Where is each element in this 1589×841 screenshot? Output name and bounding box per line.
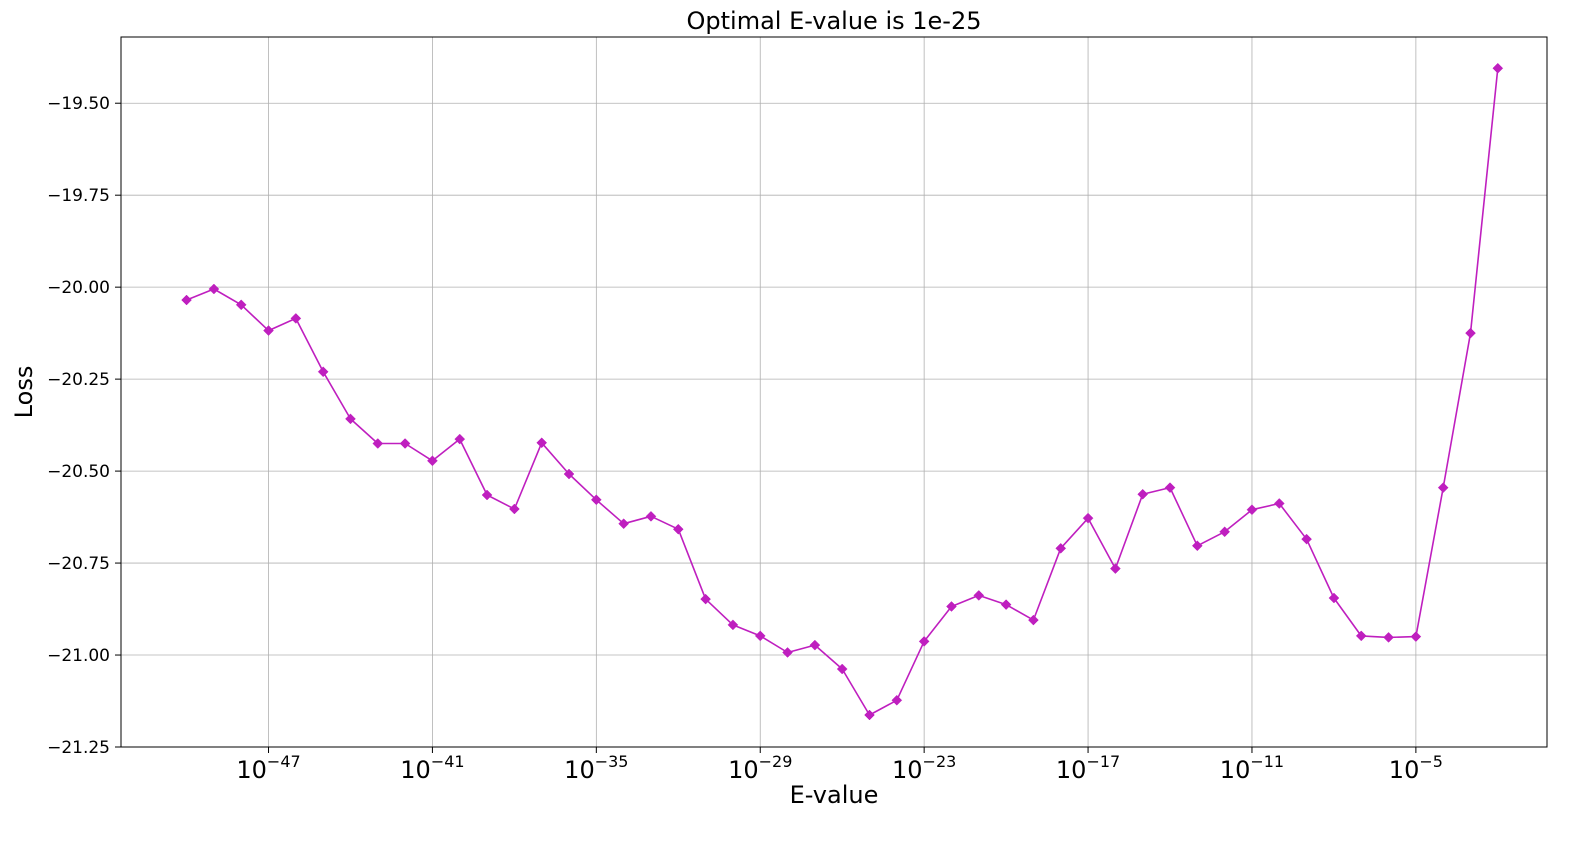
chart-title: Optimal E-value is 1e-25 xyxy=(687,7,982,35)
x-tick-label-base: 10 xyxy=(1056,756,1087,784)
data-point xyxy=(618,518,630,530)
data-point xyxy=(345,413,356,425)
x-tick-label-exponent: −41 xyxy=(431,752,465,771)
data-point xyxy=(645,510,657,522)
x-tick-label-exponent: −5 xyxy=(1419,752,1443,771)
data-point xyxy=(1164,482,1176,494)
x-tick-label-exponent: −23 xyxy=(923,752,957,771)
data-point xyxy=(754,630,766,642)
data-point xyxy=(836,663,848,675)
data-point xyxy=(181,294,192,306)
x-tick-label: 10−11 xyxy=(1220,752,1284,784)
data-point xyxy=(372,438,384,449)
data-point xyxy=(782,647,793,658)
y-tick-label: −20.00 xyxy=(47,278,110,298)
data-point xyxy=(973,590,985,601)
data-point xyxy=(1437,482,1449,494)
y-tick-label: −20.75 xyxy=(47,554,110,574)
grid-layer xyxy=(121,37,1547,748)
data-point xyxy=(1273,498,1285,509)
y-axis-label: Loss xyxy=(10,366,38,419)
data-point xyxy=(235,299,247,311)
y-tick-label: −21.00 xyxy=(47,646,110,666)
data-point xyxy=(454,433,466,445)
x-tick-label: 10−17 xyxy=(1056,752,1120,784)
plot-frame xyxy=(120,36,1548,748)
data-point xyxy=(809,639,821,651)
data-point xyxy=(536,437,548,449)
x-tick-label: 10−47 xyxy=(236,752,300,784)
data-point xyxy=(1328,592,1340,604)
y-tick-label: −19.75 xyxy=(47,186,110,206)
data-point xyxy=(317,366,329,378)
data-point xyxy=(290,313,302,324)
data-point xyxy=(1110,563,1121,574)
data-point xyxy=(864,709,875,721)
x-tick-label-base: 10 xyxy=(892,756,923,784)
x-tick-label: 10−5 xyxy=(1389,752,1443,784)
x-tick-label-base: 10 xyxy=(564,756,595,784)
x-tick-label-base: 10 xyxy=(1220,756,1251,784)
data-point xyxy=(1492,62,1504,74)
x-tick-label: 10−41 xyxy=(400,752,464,784)
data-point xyxy=(427,455,438,467)
data-point xyxy=(590,494,602,506)
x-tick-label-base: 10 xyxy=(728,756,759,784)
data-point xyxy=(891,694,903,706)
data-point xyxy=(1055,542,1067,554)
x-axis-label: E-value xyxy=(790,781,879,809)
x-tick-label-exponent: −35 xyxy=(595,752,629,771)
x-tick-label-exponent: −11 xyxy=(1250,752,1284,771)
x-tick-label: 10−23 xyxy=(892,752,956,784)
data-point xyxy=(1137,488,1149,500)
x-tick-label-base: 10 xyxy=(400,756,431,784)
data-point xyxy=(1219,526,1231,538)
data-point xyxy=(1465,327,1476,339)
y-tick-label: −20.50 xyxy=(47,462,110,482)
y-tick-label: −19.50 xyxy=(47,94,110,114)
x-tick-label-base: 10 xyxy=(236,756,267,784)
data-point xyxy=(1383,632,1394,643)
data-point xyxy=(700,593,711,605)
data-point xyxy=(1410,631,1422,642)
data-point xyxy=(946,601,957,612)
x-tick-label-exponent: −47 xyxy=(267,752,301,771)
data-point xyxy=(672,523,684,535)
x-tick-label-exponent: −17 xyxy=(1086,752,1120,771)
data-point xyxy=(1301,533,1312,545)
x-tick-label-base: 10 xyxy=(1389,756,1420,784)
data-point xyxy=(563,468,575,480)
data-point xyxy=(918,636,930,647)
y-tick-label: −20.25 xyxy=(47,370,110,390)
x-tick-label: 10−29 xyxy=(728,752,792,784)
x-tick-label-exponent: −29 xyxy=(759,752,793,771)
series-line xyxy=(186,68,1499,716)
data-point xyxy=(1191,540,1203,552)
data-point xyxy=(1028,614,1039,626)
data-point xyxy=(1082,512,1094,524)
series-layer xyxy=(181,62,1504,721)
y-tick-label: −21.25 xyxy=(47,738,110,758)
data-point xyxy=(208,283,220,295)
data-point xyxy=(399,438,411,449)
data-point xyxy=(509,503,520,515)
x-tick-label: 10−35 xyxy=(564,752,628,784)
data-point xyxy=(1000,599,1012,610)
data-point xyxy=(1355,630,1367,642)
data-point xyxy=(481,489,493,501)
data-point xyxy=(263,325,274,336)
data-point xyxy=(1246,504,1258,516)
data-point xyxy=(727,619,739,631)
tick-layer: 10−47 10−41 10−35 10−29 10−23 10−17 10−11 10−5−… xyxy=(47,94,1443,784)
